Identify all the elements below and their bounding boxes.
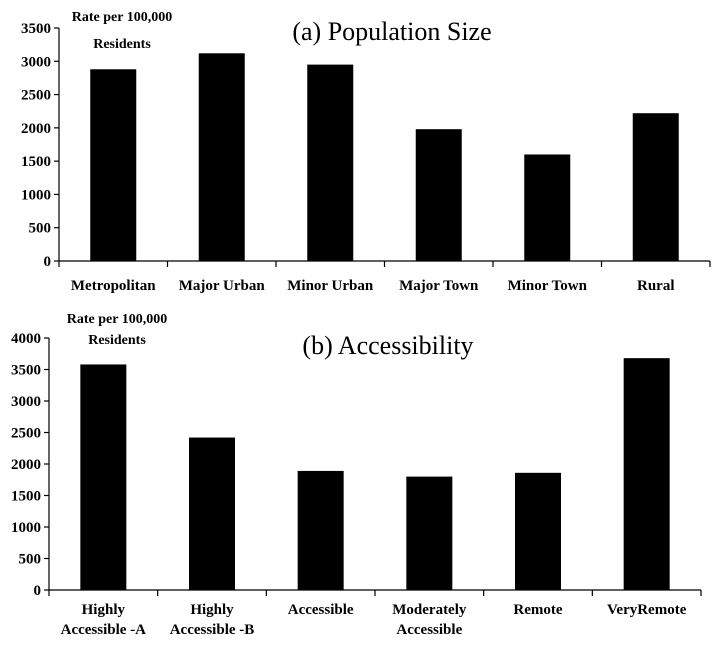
chart-a-y-tick-label: 3000 (21, 54, 51, 70)
chart-b-bar (297, 470, 344, 590)
chart-b-bar (80, 364, 127, 590)
chart-b-category-label: Accessible -A (61, 622, 147, 638)
chart-a-y-tick-label: 500 (29, 221, 52, 237)
chart-a-category-label: Major Urban (179, 278, 266, 294)
chart-a-category-label: Minor Urban (287, 278, 374, 294)
chart-b-y-tick-label: 500 (19, 552, 42, 568)
chart-b-bar (189, 437, 235, 590)
chart-b-category-label: Accessible -B (170, 622, 255, 638)
chart-b-category-label: Highly (82, 602, 126, 618)
chart-b-category-label: Remote (513, 602, 562, 618)
chart-a-bar (632, 113, 679, 261)
chart-b-category-label: Highly (190, 602, 234, 618)
chart-a: 0 500 1000 1500 2000 2500 3000 3500 Metropolitan… (21, 10, 711, 294)
chart-b-category-label: Accessible (396, 622, 462, 638)
chart-b-y-label: Residents (88, 333, 146, 348)
chart-b-bar (515, 472, 561, 590)
chart-a-category-label: Metropolitan (71, 278, 156, 294)
chart-a-title: (a) Population Size (292, 17, 491, 46)
chart-a-bar (524, 154, 571, 261)
chart-b-y-tick-label: 0 (34, 583, 42, 599)
chart-a-y-label: Residents (93, 37, 151, 52)
chart-b-y-label: Rate per 100,000 (67, 312, 167, 327)
chart-b-title: (b) Accessibility (302, 331, 473, 360)
chart-b-y-tick-label: 2500 (11, 426, 41, 442)
chart-a-bar (90, 69, 137, 261)
chart-b-y-tick-label: 4000 (11, 331, 41, 347)
chart-b-y-tick-label: 1500 (11, 489, 41, 505)
chart-a-y-tick-label: 1500 (21, 154, 51, 170)
chart-a-category-label: Rural (637, 278, 675, 294)
chart-b-y-tick-label: 3000 (11, 394, 41, 410)
chart-b-category-label: Accessible (288, 602, 354, 618)
chart-b-category-label: VeryRemote (607, 602, 687, 618)
chart-b-y-tick-label: 3500 (11, 363, 41, 379)
chart-b-bar (406, 476, 453, 590)
chart-a-y-tick-label: 2000 (21, 121, 51, 137)
chart-a-category-label: Major Town (399, 278, 479, 294)
chart-a-y-tick-label: 3500 (21, 21, 51, 37)
chart-b-bar (623, 358, 670, 590)
chart-a-y-label: Rate per 100,000 (72, 10, 172, 25)
chart-a-bar (415, 129, 462, 261)
chart-b-y-tick-label: 2000 (11, 457, 41, 473)
chart-a-bar (198, 53, 245, 261)
chart-b-y-tick-label: 1000 (11, 520, 41, 536)
chart-a-bar (307, 64, 354, 261)
chart-a-y-tick-label: 1000 (21, 187, 51, 203)
chart-b-category-label: Moderately (392, 602, 467, 618)
chart-a-y-tick-label: 0 (44, 254, 52, 270)
chart-a-y-tick-label: 2500 (21, 88, 51, 104)
chart-a-category-label: Minor Town (508, 278, 588, 294)
chart-b: 0 500 1000 1500 2000 2500 3000 3500 4000 Highly Ac… (11, 312, 702, 638)
